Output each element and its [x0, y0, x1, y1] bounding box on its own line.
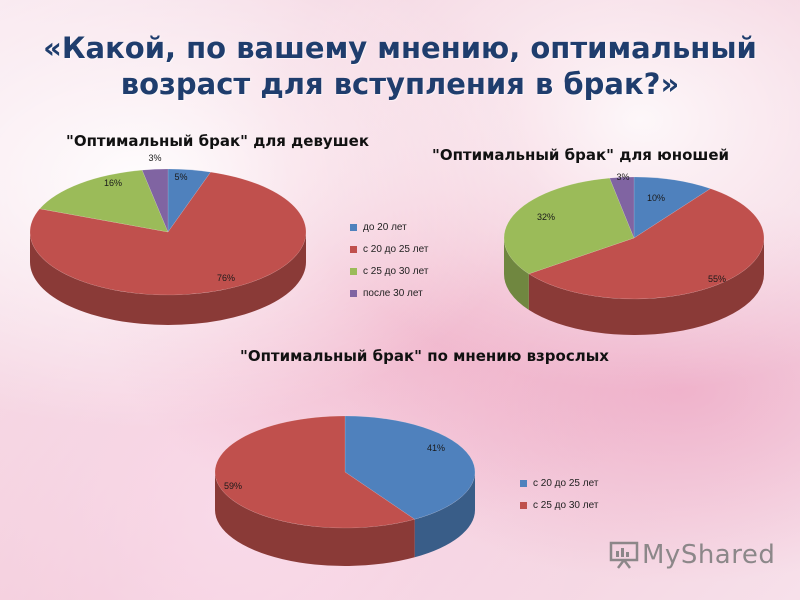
pie-slice	[503, 177, 635, 275]
data-label: 55%	[708, 274, 726, 284]
legend-item: с 20 до 25 лет	[520, 472, 598, 494]
legend-label: с 20 до 25 лет	[363, 243, 429, 255]
legend-swatch-red	[520, 501, 527, 509]
legend-item: с 25 до 30 лет	[350, 260, 428, 282]
legend-item: после 30 лет	[350, 282, 428, 304]
pie-slice-side	[30, 232, 306, 325]
legend-swatch-red	[350, 245, 357, 253]
slide-title: «Какой, по вашему мнению, оптимальный во…	[43, 31, 757, 101]
data-label: 59%	[224, 481, 242, 491]
data-label: 16%	[104, 178, 122, 188]
data-label: 76%	[217, 273, 235, 283]
pie-slice	[141, 168, 169, 233]
chart-title-adults: "Оптимальный брак" по мнению взрослых	[240, 347, 609, 365]
pie-slice-side	[504, 238, 529, 310]
pie-slice	[39, 169, 169, 233]
pie-slice	[528, 188, 765, 300]
presentation-icon	[609, 541, 639, 569]
legend-label: с 25 до 30 лет	[363, 265, 429, 277]
legend-girls-boys: до 20 лет с 20 до 25 лет с 25 до 30 лет …	[350, 216, 428, 304]
pie-slice	[214, 415, 416, 529]
watermark-logo: MyShared	[608, 540, 775, 570]
data-label: 3%	[616, 172, 629, 182]
legend-swatch-blue	[350, 223, 357, 231]
legend-label: до 20 лет	[363, 221, 407, 233]
pie-slice	[344, 415, 476, 520]
pie-slice	[609, 176, 635, 239]
data-label: 41%	[427, 443, 445, 453]
logo-text: MyShared	[642, 540, 776, 570]
legend-adults: с 20 до 25 лет с 25 до 30 лет	[520, 472, 598, 516]
pie-slice-side	[414, 472, 475, 558]
pie-slice-side	[215, 472, 415, 566]
pie-slice	[633, 176, 711, 239]
legend-item: с 20 до 25 лет	[350, 238, 428, 260]
legend-swatch-green	[350, 267, 357, 275]
pie-slice-side	[528, 238, 764, 335]
legend-swatch-blue	[520, 479, 527, 487]
data-label: 10%	[647, 193, 665, 203]
pie-chart-1: 10% 55% 32% 3%	[503, 172, 765, 335]
pie-slice	[167, 168, 212, 233]
data-label: 5%	[174, 172, 187, 182]
legend-label: с 25 до 30 лет	[533, 499, 599, 511]
chart-title-boys: "Оптимальный брак" для юношей	[432, 146, 730, 164]
legend-label: после 30 лет	[363, 287, 423, 299]
legend-item: с 25 до 30 лет	[520, 494, 598, 516]
legend-label: с 20 до 25 лет	[533, 477, 599, 489]
pie-slice	[29, 171, 307, 296]
pie-chart-0: 5% 76% 16% 3%	[29, 153, 307, 325]
pie-chart-2: 41% 59%	[214, 415, 476, 566]
data-label: 3%	[148, 153, 161, 163]
legend-item: до 20 лет	[350, 216, 428, 238]
data-label: 32%	[537, 212, 555, 222]
legend-swatch-purple	[350, 289, 357, 297]
chart-title-girls: "Оптимальный брак" для девушек	[66, 132, 369, 150]
